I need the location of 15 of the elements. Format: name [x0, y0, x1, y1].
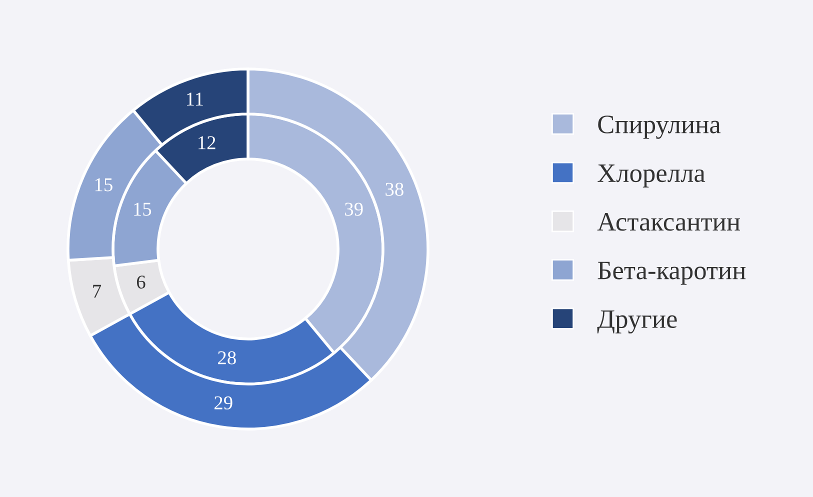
legend-label: Спирулина — [598, 116, 721, 139]
data-label: 7 — [93, 284, 102, 298]
data-label: 38 — [386, 182, 404, 196]
data-label: 28 — [218, 351, 236, 364]
legend-label: Астаксантин — [597, 213, 740, 231]
legend-label: Бета-каротин — [598, 262, 746, 285]
data-label: 6 — [136, 276, 146, 289]
data-label: 39 — [345, 202, 363, 216]
data-label: 12 — [198, 136, 216, 150]
data-label: 15 — [134, 202, 152, 216]
data-label: 11 — [187, 92, 203, 106]
legend-label: Хлорелла — [598, 164, 706, 188]
legend-label: Другие — [597, 310, 677, 334]
data-label: 15 — [95, 178, 112, 192]
data-label: 29 — [214, 396, 232, 410]
